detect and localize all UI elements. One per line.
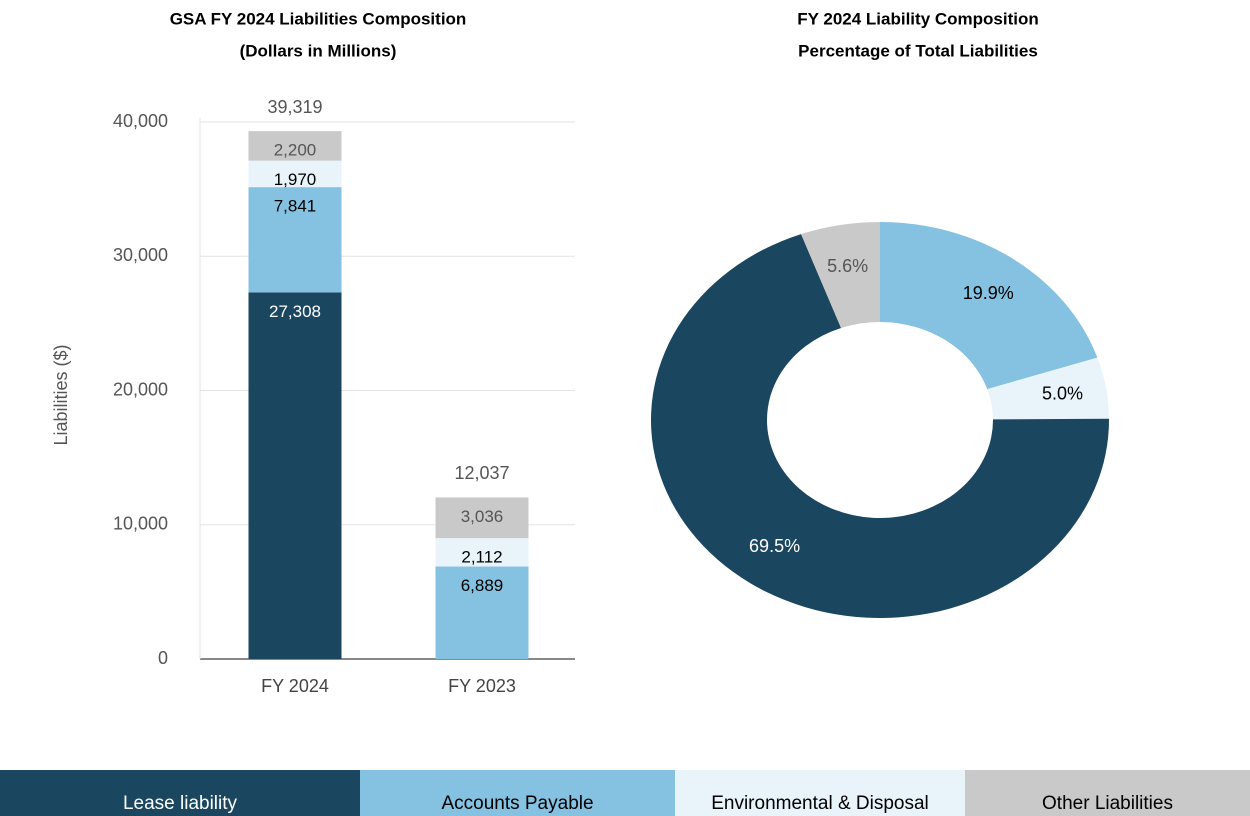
bar-segment bbox=[248, 160, 342, 188]
bar-segment bbox=[435, 538, 529, 567]
donut-slice bbox=[987, 357, 1109, 420]
legend-label: Environmental & Disposal bbox=[711, 793, 929, 814]
bar-segment bbox=[248, 131, 342, 161]
donut-slice bbox=[651, 234, 1109, 618]
legend-swatch bbox=[0, 770, 360, 816]
donut-slice bbox=[880, 222, 1098, 390]
bar-total-label: 39,319 bbox=[267, 97, 322, 117]
bar-segment bbox=[248, 187, 342, 293]
bar-value-label: 2,200 bbox=[274, 141, 317, 160]
legend-swatch bbox=[675, 770, 965, 816]
slice-label: 5.0% bbox=[1042, 384, 1083, 404]
slice-label: 19.9% bbox=[963, 283, 1014, 303]
x-tick-label: FY 2024 bbox=[261, 676, 329, 696]
legend-label: Lease liability bbox=[123, 793, 238, 814]
bar-segment bbox=[248, 292, 342, 659]
bar-value-label: 7,841 bbox=[274, 197, 317, 216]
bar-value-label: 3,036 bbox=[461, 507, 504, 526]
bar-total-label: 12,037 bbox=[454, 463, 509, 483]
legend-label: Other Liabilities bbox=[1042, 793, 1173, 814]
donut-subtitle: Percentage of Total Liabilities bbox=[798, 41, 1038, 60]
bar-segment bbox=[435, 566, 529, 659]
y-tick-label: 30,000 bbox=[113, 245, 168, 265]
bar-value-label: 27,308 bbox=[269, 302, 321, 321]
slice-label: 5.6% bbox=[827, 256, 868, 276]
donut-slice bbox=[801, 222, 880, 329]
x-tick-label: FY 2023 bbox=[448, 676, 516, 696]
y-tick-label: 40,000 bbox=[113, 111, 168, 131]
bar-subtitle: (Dollars in Millions) bbox=[240, 41, 397, 60]
slice-label: 69.5% bbox=[749, 536, 800, 556]
y-tick-label: 0 bbox=[158, 648, 168, 668]
y-axis-label: Liabilities ($) bbox=[51, 344, 71, 445]
bar-value-label: 1,970 bbox=[274, 170, 317, 189]
y-tick-label: 20,000 bbox=[113, 379, 168, 399]
bar-value-label: 6,889 bbox=[461, 576, 504, 595]
bar-value-label: 2,112 bbox=[461, 548, 502, 567]
bar-segment bbox=[435, 497, 529, 539]
legend-swatch bbox=[360, 770, 675, 816]
bar-title: GSA FY 2024 Liabilities Composition bbox=[170, 9, 467, 28]
y-tick-label: 10,000 bbox=[113, 514, 168, 534]
legend-swatch bbox=[965, 770, 1250, 816]
donut-title: FY 2024 Liability Composition bbox=[797, 9, 1039, 28]
legend-label: Accounts Payable bbox=[441, 793, 593, 814]
